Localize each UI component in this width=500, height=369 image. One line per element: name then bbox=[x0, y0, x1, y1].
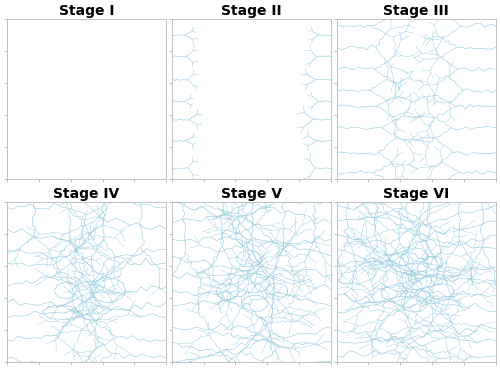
Title: Stage II: Stage II bbox=[221, 4, 282, 18]
Title: Stage III: Stage III bbox=[384, 4, 449, 18]
Title: Stage IV: Stage IV bbox=[54, 187, 120, 201]
Title: Stage V: Stage V bbox=[221, 187, 282, 201]
Title: Stage VI: Stage VI bbox=[383, 187, 450, 201]
Title: Stage I: Stage I bbox=[59, 4, 114, 18]
